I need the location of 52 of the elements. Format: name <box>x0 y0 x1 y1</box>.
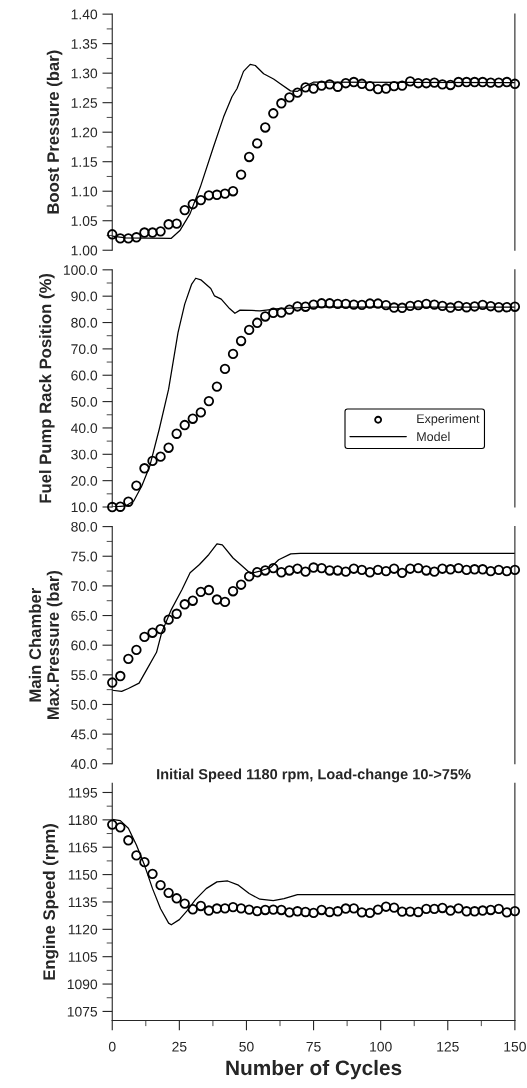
y-tick-label: 1.05 <box>71 216 98 226</box>
x-tick-label: 125 <box>437 1041 459 1052</box>
y-tick-label: 70.0 <box>71 581 98 592</box>
y-tick-label: 50.0 <box>71 396 98 407</box>
y-tick-label: 1135 <box>68 897 98 908</box>
y-tick-label: 1105 <box>68 952 98 962</box>
y-tick-label: 1.10 <box>71 186 98 197</box>
x-tick-label: 50 <box>239 1041 254 1052</box>
x-tick-label: 0 <box>108 1041 116 1052</box>
x-tick-label: 150 <box>504 1041 526 1052</box>
y-tick-label: 1180 <box>68 815 98 826</box>
x-tick-label: 100 <box>370 1041 392 1052</box>
y-tick-label: 1090 <box>67 979 98 990</box>
y-tick-label: 1.35 <box>71 38 98 49</box>
y-tick-label: 30.0 <box>71 449 98 460</box>
y-tick-label: 20.0 <box>71 475 98 486</box>
y-tick-label: 1165 <box>68 842 98 853</box>
y-tick-label: 40.0 <box>70 423 98 434</box>
y-tick-label: 1.00 <box>71 245 98 256</box>
y-tick-label: 1.30 <box>71 68 98 79</box>
y-tick-label: 60.0 <box>71 370 98 381</box>
y-tick-label: 1.40 <box>71 9 98 20</box>
y-axis-title: Fuel Pump Rack Position (%) <box>39 273 55 503</box>
y-axis-title: Engine Speed (rpm) <box>42 824 59 980</box>
y-tick-label: 10.0 <box>71 502 98 513</box>
y-tick-label: 40.0 <box>70 759 98 769</box>
y-axis-title: Boost Pressure (bar) <box>46 50 63 214</box>
y-tick-label: 80.0 <box>71 521 98 532</box>
y-tick-label: 65.0 <box>71 610 98 621</box>
text: Experiment <box>417 413 480 426</box>
y-tick-label: 60.0 <box>71 640 98 651</box>
y-tick-label: 70.0 <box>71 344 98 355</box>
x-tick-label: 75 <box>306 1041 321 1052</box>
y-tick-label: 80.0 <box>71 317 98 328</box>
y-tick-label: 1.15 <box>71 157 98 167</box>
x-tick-label: 25 <box>172 1041 187 1052</box>
y-tick-label: 1120 <box>68 924 98 935</box>
y-tick-label: 50.0 <box>71 699 98 710</box>
legend-label: Model <box>417 431 450 442</box>
y-tick-label: 1150 <box>68 869 98 880</box>
y-tick-label: 1075 <box>67 1006 98 1017</box>
y-tick-label: 45.0 <box>70 729 98 740</box>
y-axis-title: Main Chamber Max.Pressure (bar) <box>28 570 63 720</box>
y-tick-label: 1.20 <box>71 127 98 138</box>
y-tick-label: 90.0 <box>71 291 98 302</box>
y-tick-label: 100.0 <box>63 265 98 275</box>
y-tick-label: 55.0 <box>71 670 98 680</box>
y-tick-label: 75.0 <box>71 551 98 562</box>
chart-title: Initial Speed 1180 rpm, Load-change 10->75% <box>157 768 471 783</box>
y-tick-label: 1.25 <box>71 98 98 108</box>
x-axis-title: Number of Cycles <box>226 1059 402 1080</box>
y-tick-label: 1195 <box>68 787 98 798</box>
